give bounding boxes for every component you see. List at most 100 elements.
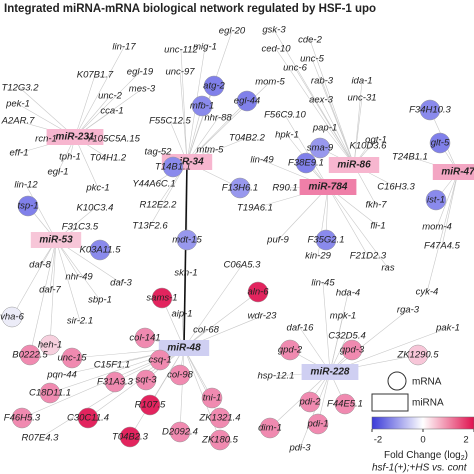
gene-label: col-141 [129, 333, 160, 344]
mrna-node [295, 152, 317, 174]
gene-label: C16H3.3 [377, 182, 415, 193]
gene-label: col-68 [193, 325, 220, 336]
edge [180, 49, 188, 163]
edge [436, 171, 459, 228]
edge [329, 315, 344, 373]
gene-label: kin-29 [305, 251, 332, 262]
gene-label: F44E5.1 [327, 399, 363, 410]
gene-label: K10C3.4 [77, 203, 114, 214]
edge [321, 80, 355, 166]
gene-label: T04B2.3 [112, 432, 149, 443]
edge [11, 239, 57, 318]
gene-label: lin-12 [14, 180, 38, 191]
gene-label: ogt-1 [365, 135, 387, 146]
gene-label: unc-5 [300, 54, 324, 65]
gene-label: rab-3 [311, 76, 334, 87]
gene-label: vha-6 [0, 312, 24, 323]
gene-label: K03A11.5 [79, 245, 121, 256]
colorbar-condition: hsf-1(+);+HS vs. cont [372, 463, 468, 474]
gene-label: mpk-1 [330, 311, 356, 322]
mirna-label: miR-47 [441, 167, 474, 178]
mrna-node [39, 382, 61, 404]
colorbar-tick-label: 0 [420, 435, 425, 446]
gene-label: puf-9 [266, 235, 289, 246]
title: Integrated miRNA-mRNA biological network… [4, 3, 376, 15]
gene-label: C30C11.4 [67, 413, 109, 424]
gene-label: unc-15 [57, 353, 87, 364]
gene-label: cca-1 [100, 106, 123, 117]
mrna-node [209, 407, 231, 429]
edge [49, 239, 57, 346]
mrna-node [151, 287, 173, 309]
gene-label: tni-1 [203, 393, 221, 404]
gene-label: unc-6 [283, 63, 307, 74]
gene-label: K10D3.6 [350, 141, 388, 152]
gene-label: ZK1290.5 [396, 350, 439, 361]
gene-label: sbp-1 [88, 295, 112, 306]
edge [327, 186, 389, 269]
edge [186, 85, 215, 163]
edge [49, 239, 57, 291]
gene-label: cde-2 [298, 35, 322, 46]
edge [320, 99, 355, 166]
gene-label: mom-5 [255, 77, 285, 88]
gene-label: mom-4 [422, 222, 452, 233]
legend-mrna: mRNA [412, 377, 442, 388]
gene-label: skn-1 [174, 268, 197, 279]
mrna-node [259, 417, 281, 439]
gene-label: T04B2.2 [229, 133, 266, 144]
gene-label: unc-2 [98, 91, 122, 102]
mirna-label: miR-53 [39, 235, 73, 246]
gene-label: sma-9 [307, 143, 334, 154]
edge [284, 114, 329, 188]
gene-label: T24B1.1 [392, 152, 428, 163]
gene-label: egl-19 [127, 67, 154, 78]
mirna-label: miR-231 [56, 132, 95, 143]
mrna-node [279, 339, 301, 361]
gene-label: hda-4 [336, 288, 360, 299]
gene-label: pdi-3 [288, 443, 311, 454]
gene-label: D2092.4 [162, 427, 198, 438]
mrna-node [39, 334, 61, 356]
mirna-label: miR-48 [167, 343, 201, 354]
mrna-node [77, 407, 99, 429]
mirna-label: miR-34 [170, 157, 204, 168]
mrna-node [17, 195, 39, 217]
nodes: miR-231 miR-34 miR-86 miR-784 miR-53 miR-48 mi… [0, 25, 474, 454]
edge [275, 48, 355, 166]
mrna-node [307, 413, 329, 435]
edge [186, 100, 248, 163]
gene-label: fkh-7 [365, 200, 387, 211]
colorbar-tick-label: -2 [374, 435, 382, 446]
gene-label: R07E4.3 [22, 433, 60, 444]
edge [29, 239, 57, 356]
mrna-node [162, 156, 184, 178]
gene-label: ced-10 [261, 44, 291, 55]
colorbar-title-end: ) [465, 450, 468, 461]
gene-label: aln-6 [247, 287, 269, 298]
gene-label: egl-44 [234, 96, 260, 107]
gene-label: fli-1 [370, 221, 385, 232]
gene-label: gpd-3 [340, 345, 365, 356]
mrna-node [425, 189, 447, 211]
gene-label: C18D11.1 [29, 388, 71, 399]
gene-label: F35G2.1 [308, 235, 345, 246]
gene-label: rga-3 [397, 305, 420, 316]
gene-label: aip-1 [171, 309, 192, 320]
edge [179, 71, 188, 163]
mrna-node [299, 391, 321, 413]
mirna-node [158, 340, 210, 356]
gene-label: pkc-1 [85, 183, 109, 194]
mrna-node [169, 364, 191, 386]
gene-label: mig-1 [193, 42, 217, 53]
gene-label: lin-17 [112, 42, 136, 53]
mrna-node [176, 229, 198, 251]
gene-label: ZK180.5 [201, 435, 239, 446]
gene-label: aex-3 [309, 95, 333, 106]
mrna-node [201, 387, 223, 409]
gene-label: mfb-1 [190, 101, 214, 112]
mrna-node [169, 421, 191, 443]
mrna-node [429, 132, 451, 154]
gene-label: sqt-3 [135, 375, 157, 386]
